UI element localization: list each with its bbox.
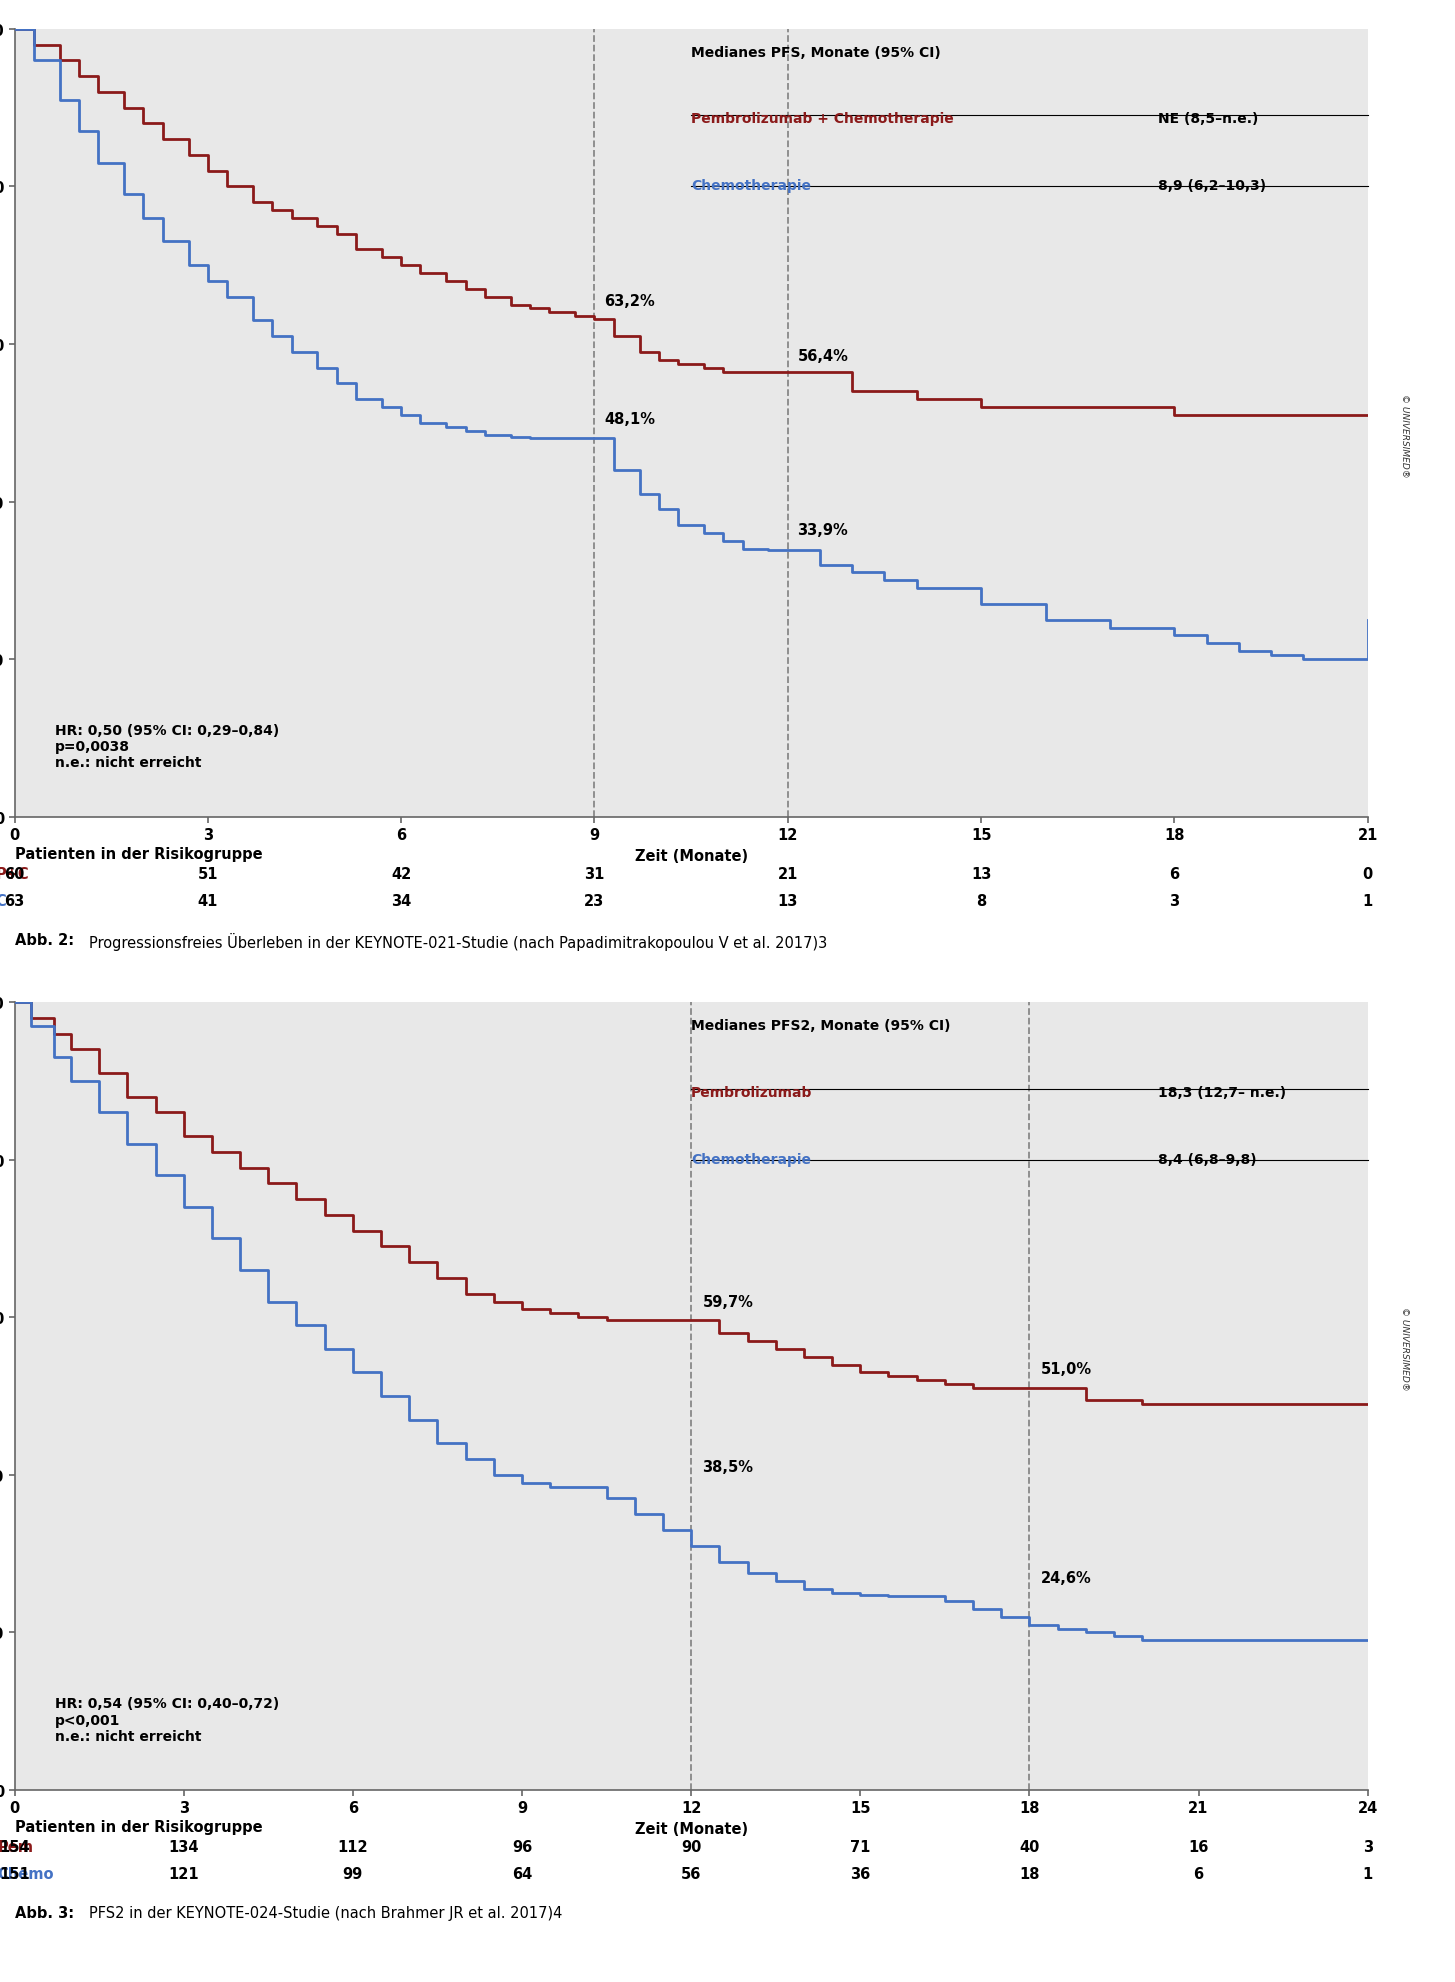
Text: 33,9%: 33,9% — [797, 523, 848, 537]
Text: 8,9 (6,2–10,3): 8,9 (6,2–10,3) — [1158, 178, 1266, 194]
Text: P+C: P+C — [0, 866, 29, 882]
Text: 154: 154 — [0, 1839, 31, 1853]
Text: Pembrolizumab + Chemotherapie: Pembrolizumab + Chemotherapie — [691, 113, 954, 127]
Text: 96: 96 — [512, 1839, 533, 1853]
Text: 1: 1 — [1362, 894, 1374, 908]
Text: Medianes PFS2, Monate (95% CI): Medianes PFS2, Monate (95% CI) — [691, 1019, 950, 1033]
Text: C: C — [0, 894, 6, 908]
Text: 23: 23 — [585, 894, 605, 908]
Text: 34: 34 — [391, 894, 412, 908]
Text: 112: 112 — [338, 1839, 368, 1853]
Text: 13: 13 — [970, 866, 991, 882]
Text: PFS2 in der KEYNOTE-024-Studie (nach Brahmer JR et al. 2017)4: PFS2 in der KEYNOTE-024-Studie (nach Bra… — [89, 1905, 562, 1921]
Text: 8: 8 — [976, 894, 986, 908]
Text: 63,2%: 63,2% — [604, 293, 655, 309]
Text: 3: 3 — [1170, 894, 1180, 908]
Text: 48,1%: 48,1% — [604, 412, 655, 426]
Text: 16: 16 — [1189, 1839, 1209, 1853]
Text: © UNIVERSIMED®: © UNIVERSIMED® — [1400, 394, 1408, 478]
Text: 42: 42 — [391, 866, 412, 882]
Text: Progressionsfreies Überleben in der KEYNOTE-021-Studie (nach Papadimitrakopoulou: Progressionsfreies Überleben in der KEYN… — [89, 932, 828, 949]
Text: 71: 71 — [850, 1839, 870, 1853]
Text: 40: 40 — [1018, 1839, 1040, 1853]
Text: Abb. 2:: Abb. 2: — [15, 932, 79, 947]
Text: 6: 6 — [1193, 1867, 1203, 1881]
Text: 151: 151 — [0, 1867, 31, 1881]
Text: Pembrolizumab: Pembrolizumab — [691, 1086, 812, 1100]
Text: 24,6%: 24,6% — [1040, 1570, 1091, 1586]
X-axis label: Zeit (Monate): Zeit (Monate) — [634, 1821, 748, 1835]
Text: 59,7%: 59,7% — [703, 1294, 754, 1310]
Text: 31: 31 — [585, 866, 605, 882]
Text: 134: 134 — [169, 1839, 199, 1853]
Text: © UNIVERSIMED®: © UNIVERSIMED® — [1400, 1306, 1408, 1389]
Text: 56: 56 — [681, 1867, 701, 1881]
Text: Chemo: Chemo — [0, 1867, 54, 1881]
Text: Patienten in der Risikogruppe: Patienten in der Risikogruppe — [15, 1819, 262, 1835]
Text: 13: 13 — [777, 894, 797, 908]
Text: 18,3 (12,7– n.e.): 18,3 (12,7– n.e.) — [1158, 1086, 1286, 1100]
Text: NE (8,5–n.e.): NE (8,5–n.e.) — [1158, 113, 1259, 127]
Text: 21: 21 — [777, 866, 797, 882]
Text: 56,4%: 56,4% — [797, 349, 848, 365]
Text: Chemotherapie: Chemotherapie — [691, 1152, 810, 1165]
Text: 60: 60 — [4, 866, 25, 882]
Text: 64: 64 — [512, 1867, 533, 1881]
Text: 90: 90 — [681, 1839, 701, 1853]
Text: HR: 0,54 (95% CI: 0,40–0,72)
p<0,001
n.e.: nicht erreicht: HR: 0,54 (95% CI: 0,40–0,72) p<0,001 n.e… — [55, 1697, 279, 1742]
Text: HR: 0,50 (95% CI: 0,29–0,84)
p=0,0038
n.e.: nicht erreicht: HR: 0,50 (95% CI: 0,29–0,84) p=0,0038 n.… — [55, 723, 279, 771]
Text: 8,4 (6,8–9,8): 8,4 (6,8–9,8) — [1158, 1152, 1257, 1165]
Text: 0: 0 — [1362, 866, 1374, 882]
Text: 51,0%: 51,0% — [1040, 1362, 1091, 1376]
Text: 51: 51 — [198, 866, 218, 882]
Text: 6: 6 — [1170, 866, 1180, 882]
Text: 3: 3 — [1363, 1839, 1372, 1853]
Text: 99: 99 — [343, 1867, 362, 1881]
Text: Patienten in der Risikogruppe: Patienten in der Risikogruppe — [15, 846, 262, 862]
Text: Pem: Pem — [0, 1839, 33, 1853]
Text: Medianes PFS, Monate (95% CI): Medianes PFS, Monate (95% CI) — [691, 46, 941, 59]
Text: 18: 18 — [1018, 1867, 1040, 1881]
Text: 1: 1 — [1362, 1867, 1374, 1881]
Text: 41: 41 — [198, 894, 218, 908]
Text: 38,5%: 38,5% — [703, 1459, 754, 1475]
X-axis label: Zeit (Monate): Zeit (Monate) — [634, 848, 748, 864]
Text: 36: 36 — [850, 1867, 870, 1881]
Text: Abb. 3:: Abb. 3: — [15, 1905, 79, 1921]
Text: 121: 121 — [169, 1867, 199, 1881]
Text: Chemotherapie: Chemotherapie — [691, 178, 810, 194]
Text: 63: 63 — [4, 894, 25, 908]
